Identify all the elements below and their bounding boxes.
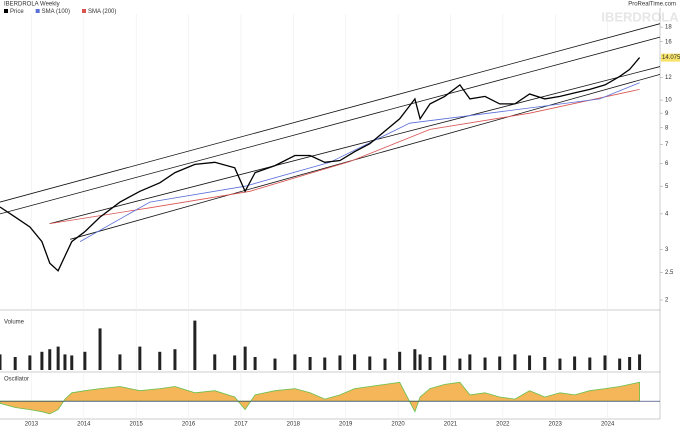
y-tick-label: 8 [665, 125, 669, 131]
volume-bar [603, 355, 607, 370]
volume-bar [368, 356, 372, 370]
x-tick-label: 2024 [601, 422, 615, 428]
volume-bar [483, 357, 487, 370]
volume-bar [338, 355, 342, 370]
y-tick-label: 10 [665, 98, 672, 104]
volume-bar [573, 356, 577, 370]
volume-bar [638, 354, 642, 370]
panel-label: Oscillator [4, 377, 29, 383]
trend-line [70, 73, 661, 240]
legend-label: SMA (100) [42, 9, 70, 15]
x-tick-label: 2014 [77, 422, 91, 428]
y-tick-label: 3 [665, 247, 669, 253]
panel-label: Volume [4, 320, 25, 326]
x-tick-label: 2023 [549, 422, 563, 428]
volume-bar [138, 346, 142, 370]
volume-bar [618, 358, 622, 370]
oscillator-area [0, 381, 641, 415]
line-series [0, 57, 641, 272]
volume-bar [70, 355, 74, 370]
volume-bar [513, 354, 517, 370]
volume-bar [428, 357, 432, 370]
x-tick-label: 2019 [339, 422, 353, 428]
volume-bar [48, 349, 52, 370]
volume-bar [40, 351, 44, 370]
volume-bar [418, 354, 422, 370]
volume-bar [628, 357, 632, 370]
volume-bar [443, 355, 447, 370]
x-tick-label: 2017 [234, 422, 248, 428]
volume-bar [588, 357, 592, 370]
volume-bar [543, 357, 547, 370]
legend-label: SMA (200) [88, 9, 116, 15]
y-tick-label: 2 [665, 298, 669, 304]
last-price-label: 14.075 [662, 55, 680, 61]
volume-bar [323, 357, 327, 370]
y-tick-label: 9 [665, 111, 669, 117]
y-tick-label: 18 [665, 25, 672, 31]
volume-bar [63, 354, 67, 370]
brand: ProRealTime.com [628, 2, 676, 8]
y-tick-label: 7 [665, 142, 669, 148]
volume-bar [83, 351, 87, 370]
y-tick-label: 12 [665, 75, 672, 81]
y-tick-label: 6 [665, 161, 669, 167]
volume-bar [308, 357, 312, 370]
volume-bar [253, 357, 257, 370]
x-tick-label: 2020 [391, 422, 405, 428]
volume-bar [193, 320, 197, 370]
watermark: IBERDROLA [601, 9, 679, 24]
volume-bar [468, 354, 472, 370]
x-tick-label: 2016 [182, 422, 196, 428]
volume-bar [28, 355, 32, 370]
y-tick-label: 4 [665, 211, 669, 217]
volume-bar [56, 346, 60, 370]
volume-bar [243, 346, 247, 370]
volume-bar [233, 355, 237, 370]
volume-bar [498, 356, 502, 370]
y-tick-label: 16 [665, 39, 672, 45]
volume-bar [118, 354, 122, 370]
volume-bar [173, 349, 177, 370]
volume-bar [528, 355, 532, 370]
legend-swatch [4, 9, 8, 13]
volume-bar [293, 354, 297, 370]
volume-bar [558, 358, 562, 370]
chart-title: IBERDROLA Weekly [4, 2, 60, 8]
last-price-box [661, 53, 680, 62]
volume-bar [353, 354, 357, 370]
volume-bar [458, 358, 462, 370]
line-series [79, 82, 640, 242]
x-tick-label: 2013 [25, 422, 39, 428]
x-tick-label: 2021 [444, 422, 458, 428]
x-tick-label: 2018 [287, 422, 301, 428]
trend-line [0, 36, 661, 215]
legend-swatch [82, 9, 87, 13]
volume-bar [0, 354, 2, 370]
legend-swatch [35, 9, 40, 13]
legend-label: Price [10, 9, 24, 15]
volume-bar [213, 354, 217, 370]
line-series [49, 89, 640, 224]
x-tick-label: 2022 [496, 422, 510, 428]
volume-bar [98, 328, 102, 370]
volume-bar [158, 351, 162, 370]
volume-bar [413, 349, 417, 370]
volume-bar [398, 351, 402, 370]
y-tick-label: 2.5 [665, 270, 674, 276]
volume-bar [273, 358, 277, 370]
y-tick-label: 5 [665, 184, 669, 190]
volume-bar [13, 357, 17, 370]
volume-bar [383, 358, 387, 370]
trend-line [49, 66, 661, 224]
x-tick-label: 2015 [130, 422, 144, 428]
trend-line [0, 23, 661, 203]
